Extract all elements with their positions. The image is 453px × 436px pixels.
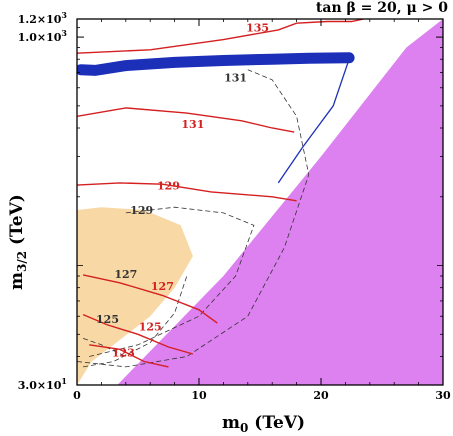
higgs-contour-135 [77,19,364,54]
axis-ticks: 0 10 20 30 3.0×101 1.0×103 1.2×103 [18,10,451,402]
higgs-contour-129 [77,182,297,202]
x-axis-label: m0 (TeV) [222,413,305,435]
x-tick-label: 20 [313,389,329,402]
contour-label-129: 129 [130,204,153,217]
dashed-contour-125 [82,338,126,357]
dashed-contour-127 [83,275,188,368]
plot-regions [77,19,443,385]
higgs-contour-123 [89,344,169,368]
x-axis-label-sub: 0 [240,421,248,435]
excluded-region [117,19,443,385]
plot-contours [77,19,364,368]
contour-label-123: 123 [112,346,135,359]
y-axis-label-sub: 3/2 [15,251,29,272]
x-axis-label-unit: (TeV) [248,413,305,433]
x-tick-label: 0 [73,389,81,402]
contour-labels: 135 131 131 129 129 127 127 125 125 123 [96,21,269,359]
y-tick-label: 1.0×103 [18,28,68,44]
dashed-contour-129 [89,206,255,357]
x-tick-label: 30 [435,389,451,402]
y-axis-label: m3/2 (TeV) [7,194,29,290]
y-axis-label-unit: (TeV) [7,194,27,251]
dashed-contour-131 [77,69,310,368]
contour-label-131: 131 [224,71,247,84]
x-axis-label-main: m [222,413,240,433]
higgs-contour-127 [82,274,218,324]
contour-label-125: 125 [96,313,119,326]
contour-label-129: 129 [157,180,180,193]
contour-label-135: 135 [246,21,269,34]
dark-matter-band [77,52,355,76]
contour-label-127: 127 [151,280,174,293]
chart-title: tan β = 20, μ > 0 [316,0,448,16]
favored-region [77,207,193,385]
y-tick-label: 3.0×101 [18,376,67,392]
plot-frame [76,18,444,386]
contour-label-127: 127 [114,268,137,281]
y-axis-label-main: m [7,272,27,290]
higgs-contour-125 [82,313,194,355]
contour-label-131: 131 [181,118,204,131]
x-tick-label: 10 [191,389,207,402]
contour-label-125: 125 [139,320,162,333]
y-tick-label: 1.2×103 [18,10,68,26]
dark-matter-boundary-strip [277,58,350,184]
higgs-contour-131 [77,107,295,133]
